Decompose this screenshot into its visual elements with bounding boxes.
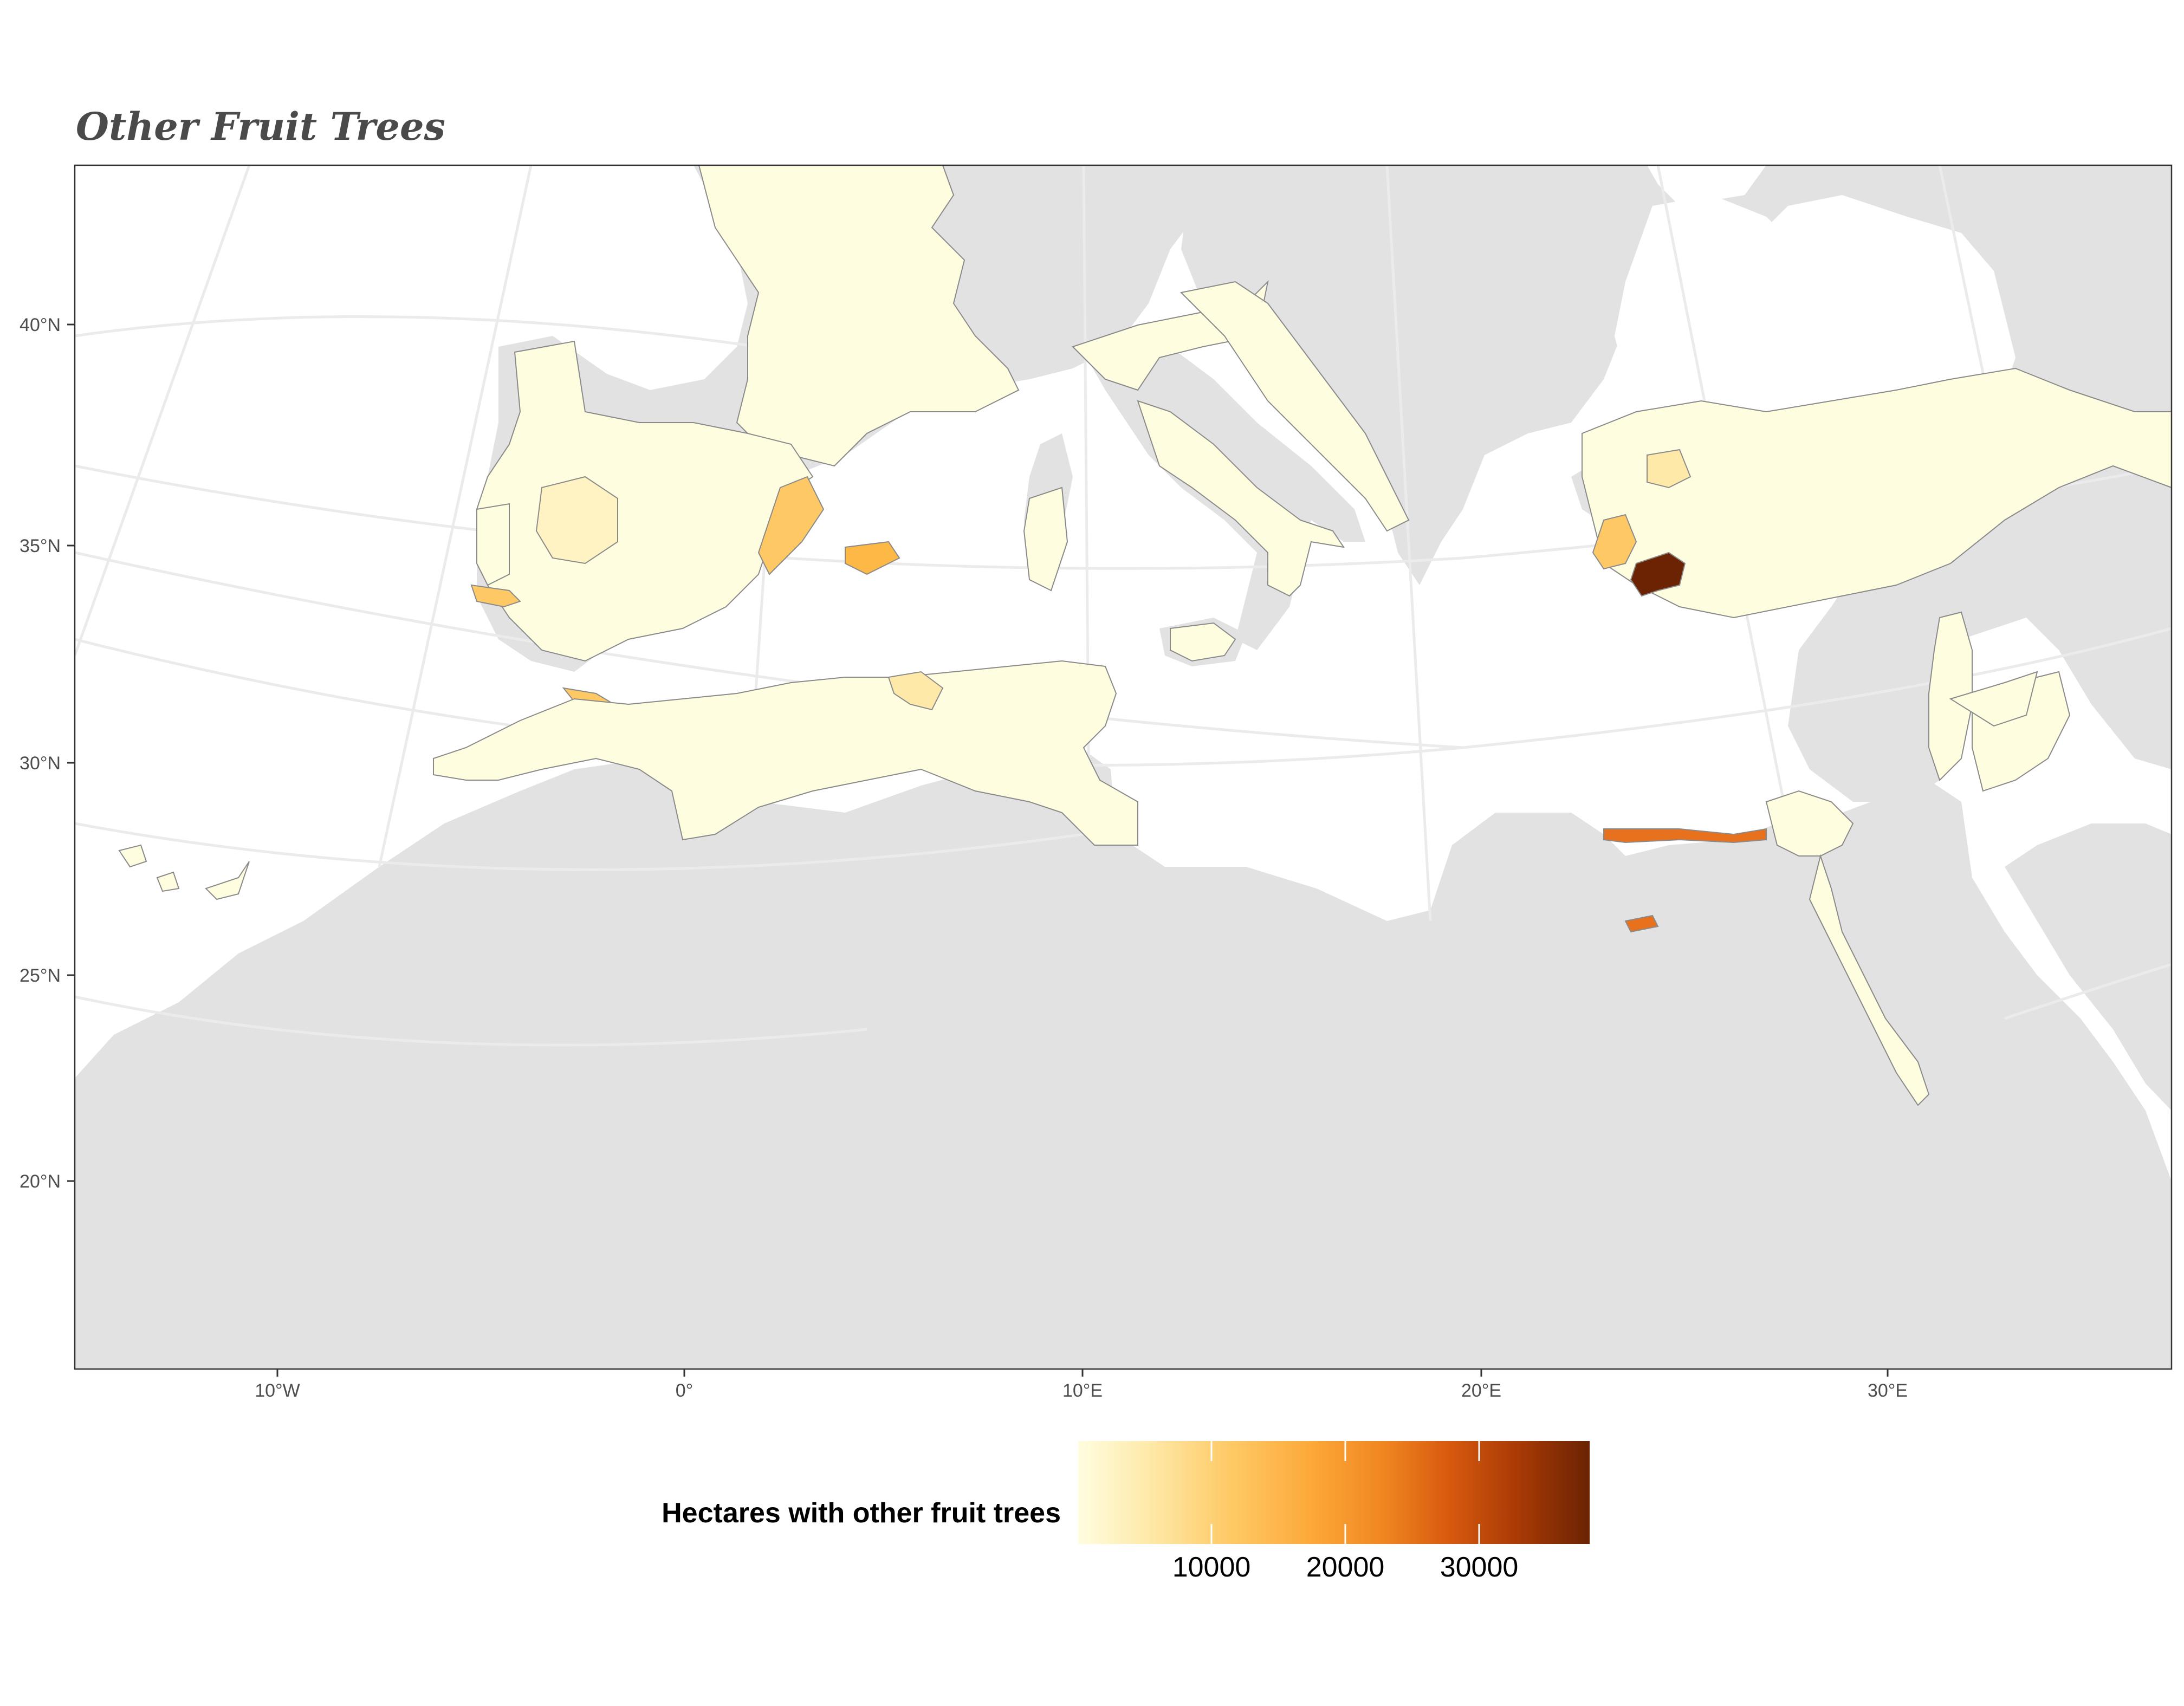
- region-nile-valley: [1809, 854, 1930, 1106]
- region-manisa: [1630, 552, 1686, 597]
- region-egypt-oasis: [1624, 914, 1659, 933]
- region-france: [698, 165, 1020, 467]
- region-canary-2: [205, 861, 250, 900]
- legend-title: Hectares with other fruit trees: [662, 1497, 1061, 1529]
- region-maghreb: [433, 660, 1138, 846]
- y-tick-label: 30°N: [20, 753, 61, 774]
- region-valencia: [757, 476, 825, 575]
- legend-colorbar: [1078, 1441, 1590, 1544]
- region-sicily: [1170, 622, 1236, 662]
- region-izmir: [1592, 514, 1637, 570]
- region-levant: [1928, 611, 1973, 781]
- region-algarve: [470, 584, 521, 608]
- region-iberia: [476, 340, 814, 662]
- region-baleares: [845, 541, 900, 575]
- legend: Hectares with other fruit trees 10000 20…: [662, 1441, 1590, 1583]
- y-axis: 40°N 35°N 30°N 25°N 20°N: [20, 315, 75, 1192]
- legend-tick-label: 30000: [1440, 1552, 1519, 1583]
- x-tick-label: 20°E: [1461, 1380, 1501, 1401]
- region-algeria-coast: [887, 671, 944, 711]
- black-sea: [1615, 195, 2005, 412]
- region-portugal: [476, 503, 510, 586]
- y-tick-label: 40°N: [20, 315, 61, 335]
- map-panel: [74, 164, 2173, 1370]
- x-tick-label: 10°E: [1062, 1380, 1103, 1401]
- region-canary-3: [156, 871, 180, 892]
- x-axis: 10°W 0° 10°E 20°E 30°E: [255, 1369, 1908, 1401]
- map-title: Other Fruit Trees: [76, 104, 445, 149]
- x-tick-label: 0°: [676, 1380, 694, 1401]
- y-tick-label: 35°N: [20, 536, 61, 556]
- x-tick-label: 10°W: [255, 1380, 300, 1401]
- region-italy-south: [1137, 400, 1345, 597]
- data-regions: [118, 165, 2172, 1106]
- y-tick-label: 25°N: [20, 965, 61, 986]
- region-canary: [118, 844, 147, 868]
- region-nile-delta: [1765, 790, 1854, 857]
- region-castilla: [535, 476, 618, 565]
- legend-tick-label: 10000: [1172, 1552, 1251, 1583]
- legend-tick-label: 20000: [1306, 1552, 1385, 1583]
- map-panel-border: [74, 164, 2173, 1370]
- region-egypt-coast: [1603, 828, 1767, 844]
- region-sinai: [1949, 671, 2038, 727]
- region-adriatic: [1180, 281, 1410, 532]
- region-sardinia: [1023, 486, 1068, 592]
- region-thrace: [1647, 449, 1692, 489]
- x-tick-label: 30°E: [1868, 1380, 1908, 1401]
- caspian-sea: [1647, 165, 1766, 206]
- y-tick-label: 20°N: [20, 1171, 61, 1192]
